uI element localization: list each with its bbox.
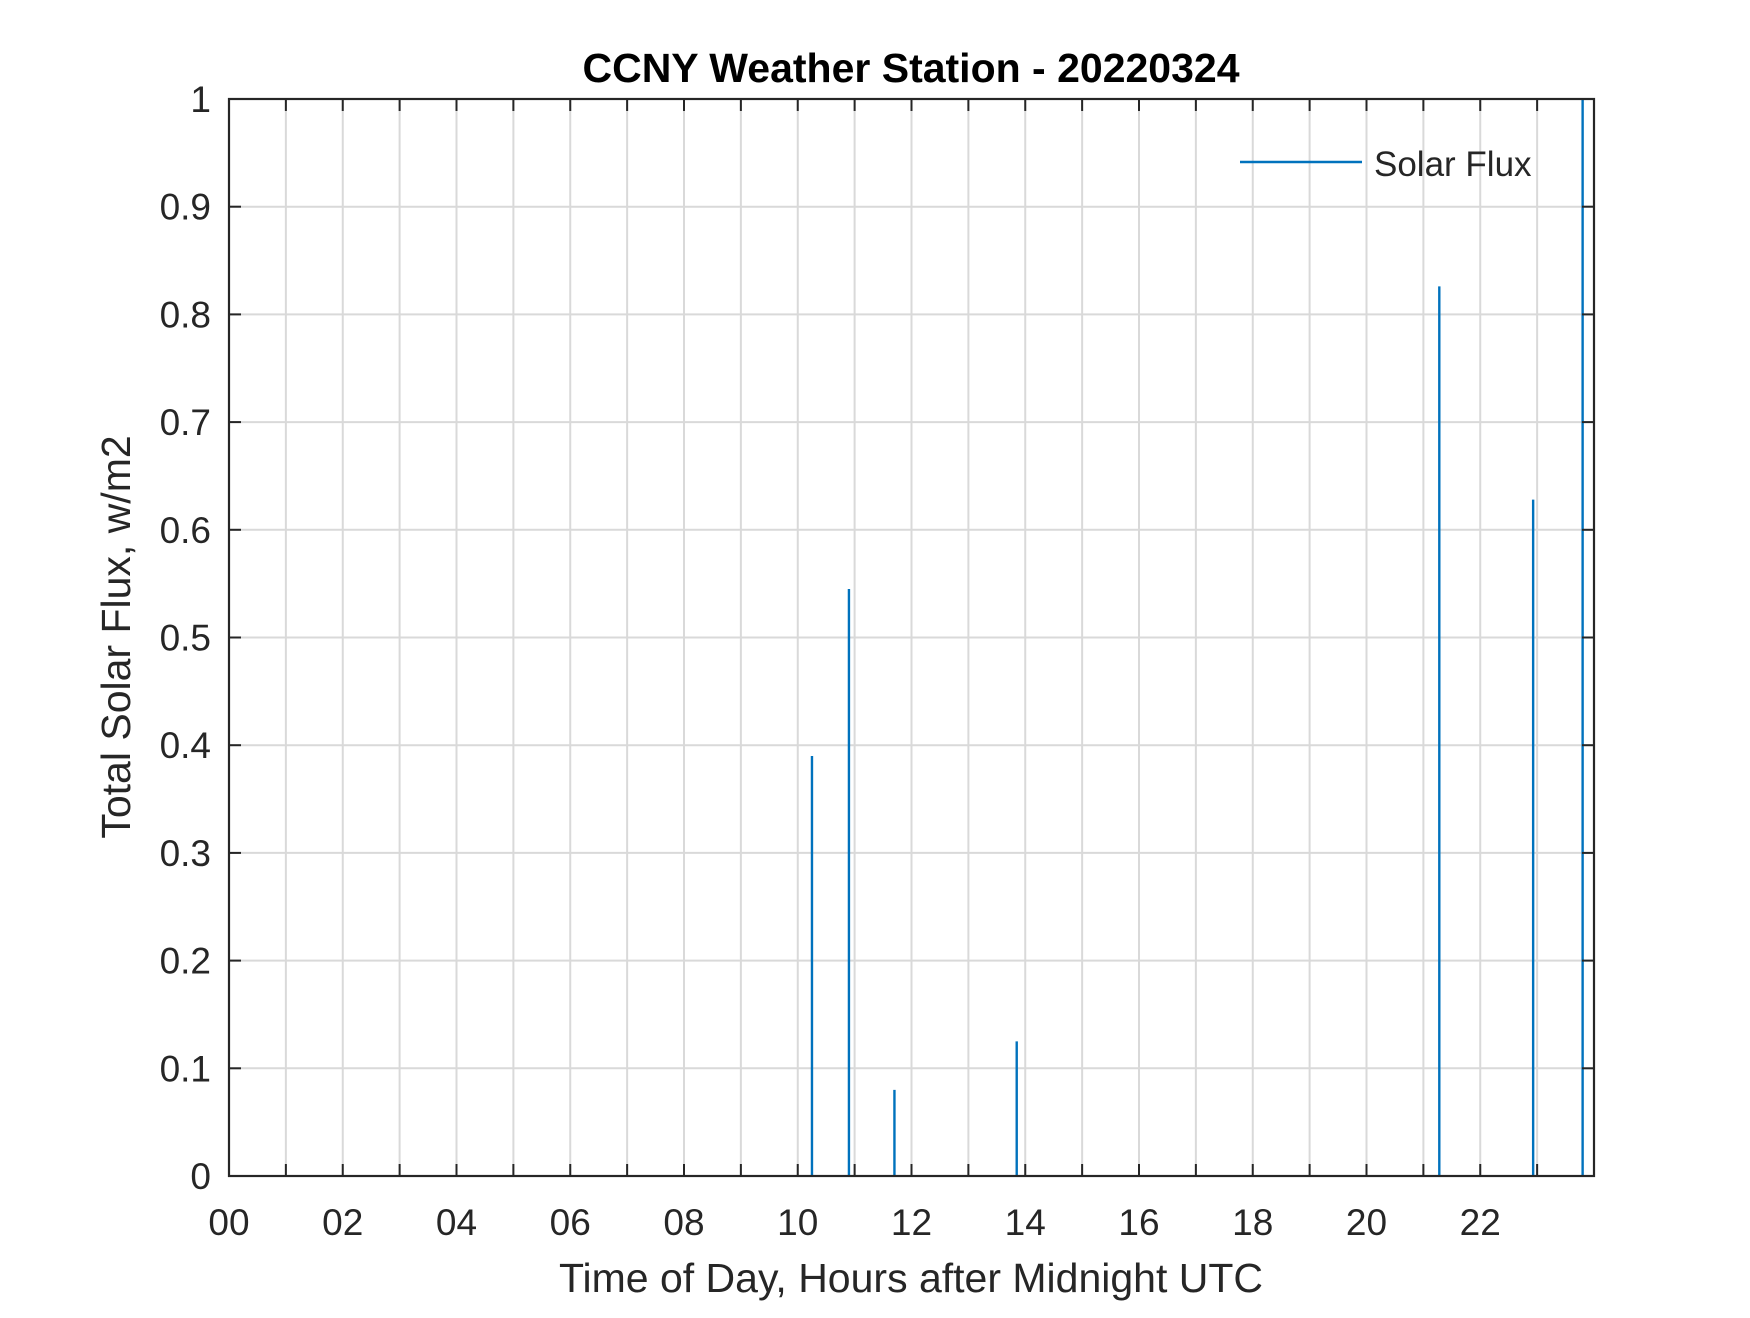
- x-tick-label: 04: [436, 1202, 477, 1243]
- x-axis-label: Time of Day, Hours after Midnight UTC: [559, 1255, 1263, 1301]
- axis-ticks: [228, 98, 1594, 1177]
- y-tick-label: 0.1: [160, 1048, 211, 1089]
- x-tick-label: 18: [1232, 1202, 1273, 1243]
- legend-label-solar-flux: Solar Flux: [1374, 145, 1532, 184]
- x-tick-label: 22: [1460, 1202, 1501, 1243]
- y-tick-label: 0.9: [160, 187, 211, 228]
- legend: Solar Flux: [1240, 145, 1532, 184]
- x-tick-label: 06: [550, 1202, 591, 1243]
- y-tick-label: 0.8: [160, 294, 211, 335]
- x-tick-label: 16: [1118, 1202, 1159, 1243]
- y-tick-label: 1: [190, 79, 211, 120]
- x-tick-label: 20: [1346, 1202, 1387, 1243]
- y-tick-labels: 0 0.1 0.2 0.3 0.4 0.5 0.6 0.7 0.8 0.9 1: [160, 79, 211, 1197]
- x-tick-label: 08: [663, 1202, 704, 1243]
- x-tick-label: 12: [891, 1202, 932, 1243]
- x-tick-label: 02: [322, 1202, 363, 1243]
- y-tick-label: 0.4: [160, 725, 211, 766]
- x-tick-label: 10: [777, 1202, 818, 1243]
- chart-title: CCNY Weather Station - 20220324: [582, 45, 1239, 91]
- y-tick-label: 0.6: [160, 510, 211, 551]
- y-tick-label: 0.3: [160, 833, 211, 874]
- x-tick-label: 00: [208, 1202, 249, 1243]
- x-tick-label: 14: [1005, 1202, 1046, 1243]
- y-tick-label: 0: [190, 1156, 211, 1197]
- y-axis-label: Total Solar Flux, w/m2: [93, 435, 139, 838]
- y-tick-label: 0.7: [160, 402, 211, 443]
- y-tick-label: 0.2: [160, 941, 211, 982]
- x-tick-labels: 00 02 04 06 08 10 12 14 16 18 20 22: [208, 1202, 1500, 1243]
- y-tick-label: 0.5: [160, 618, 211, 659]
